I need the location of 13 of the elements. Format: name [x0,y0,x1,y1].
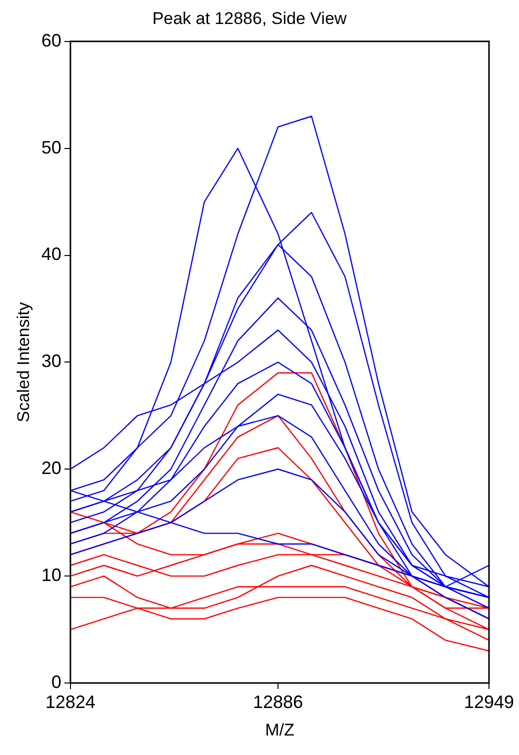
y-tick-label: 0 [51,672,62,692]
y-tick-label: 20 [41,458,62,478]
y-axis-title: Scaled Intensity [14,302,33,422]
y-tick-label: 40 [41,244,62,264]
x-tick-label: 12949 [464,692,514,712]
x-axis-title: M/Z [265,720,294,740]
y-tick-label: 30 [41,351,62,372]
chart-title: Peak at 12886, Side View [152,8,348,28]
x-tick-label: 12824 [45,692,96,712]
y-tick-label: 50 [41,137,62,158]
x-tick-label: 12886 [253,692,304,712]
y-tick-label: 60 [41,30,62,50]
y-tick-label: 10 [41,565,62,586]
